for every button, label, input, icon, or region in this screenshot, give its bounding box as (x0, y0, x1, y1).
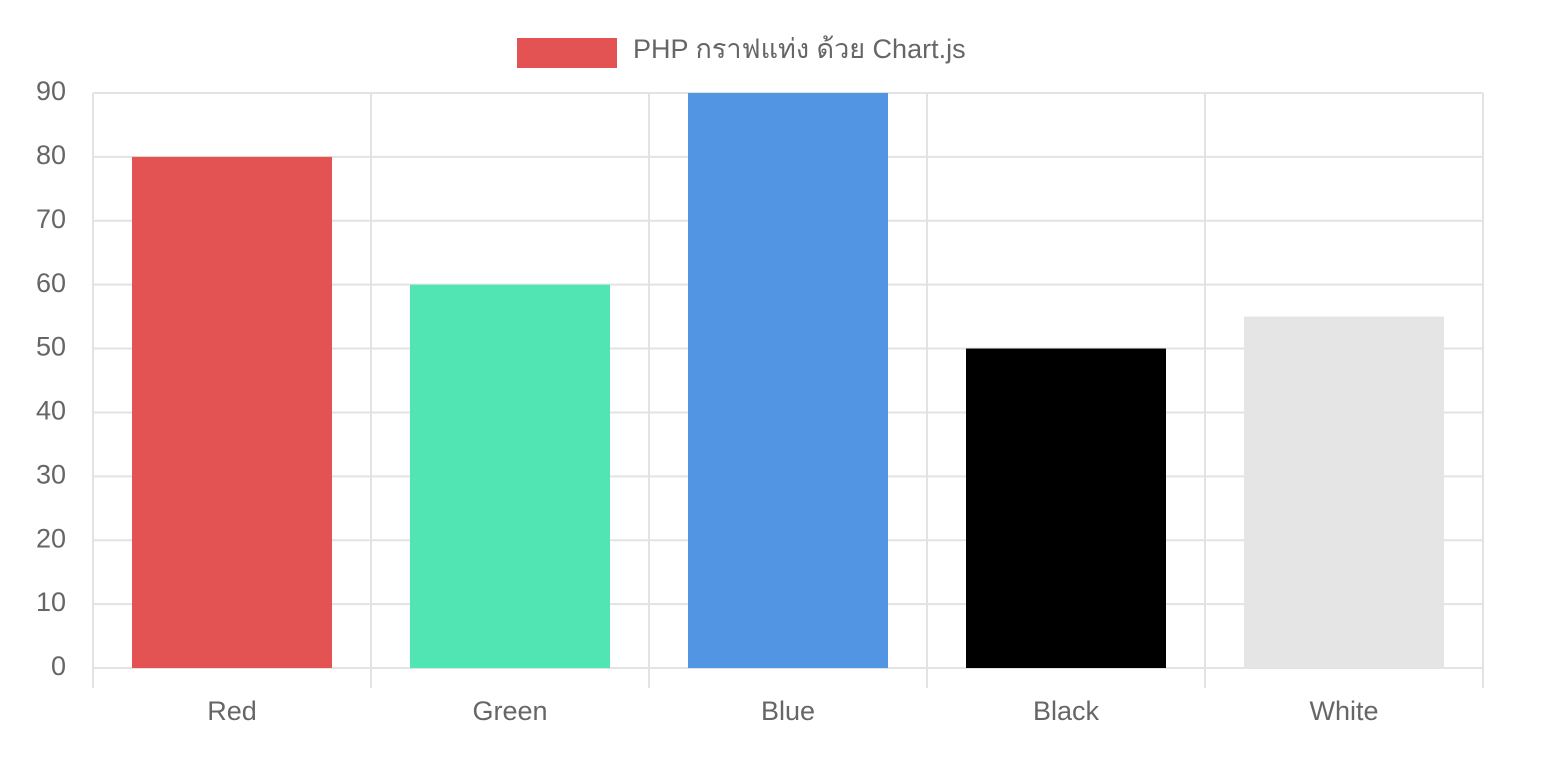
y-tick-label: 50 (36, 332, 66, 362)
x-tick-label: Green (472, 696, 547, 726)
legend: PHP กราฟแท่ง ด้วย Chart.js (517, 34, 966, 68)
y-tick-label: 40 (36, 396, 66, 426)
bar (1244, 316, 1444, 668)
legend-swatch (517, 38, 617, 68)
y-tick-label: 70 (36, 204, 66, 234)
y-tick-label: 60 (36, 268, 66, 298)
y-tick-label: 90 (36, 76, 66, 106)
y-tick-label: 10 (36, 587, 66, 617)
legend-label: PHP กราฟแท่ง ด้วย Chart.js (633, 34, 966, 64)
x-tick-label: White (1309, 696, 1378, 726)
x-tick-label: Blue (761, 696, 815, 726)
y-tick-label: 80 (36, 140, 66, 170)
bar (688, 93, 888, 668)
x-tick-label: Black (1033, 696, 1100, 726)
y-tick-label: 30 (36, 459, 66, 489)
bar (966, 348, 1166, 668)
bar (132, 156, 332, 668)
y-tick-label: 0 (51, 651, 66, 681)
x-tick-label: Red (207, 696, 257, 726)
y-tick-label: 20 (36, 523, 66, 553)
marks (132, 93, 1444, 668)
bar (410, 284, 610, 668)
